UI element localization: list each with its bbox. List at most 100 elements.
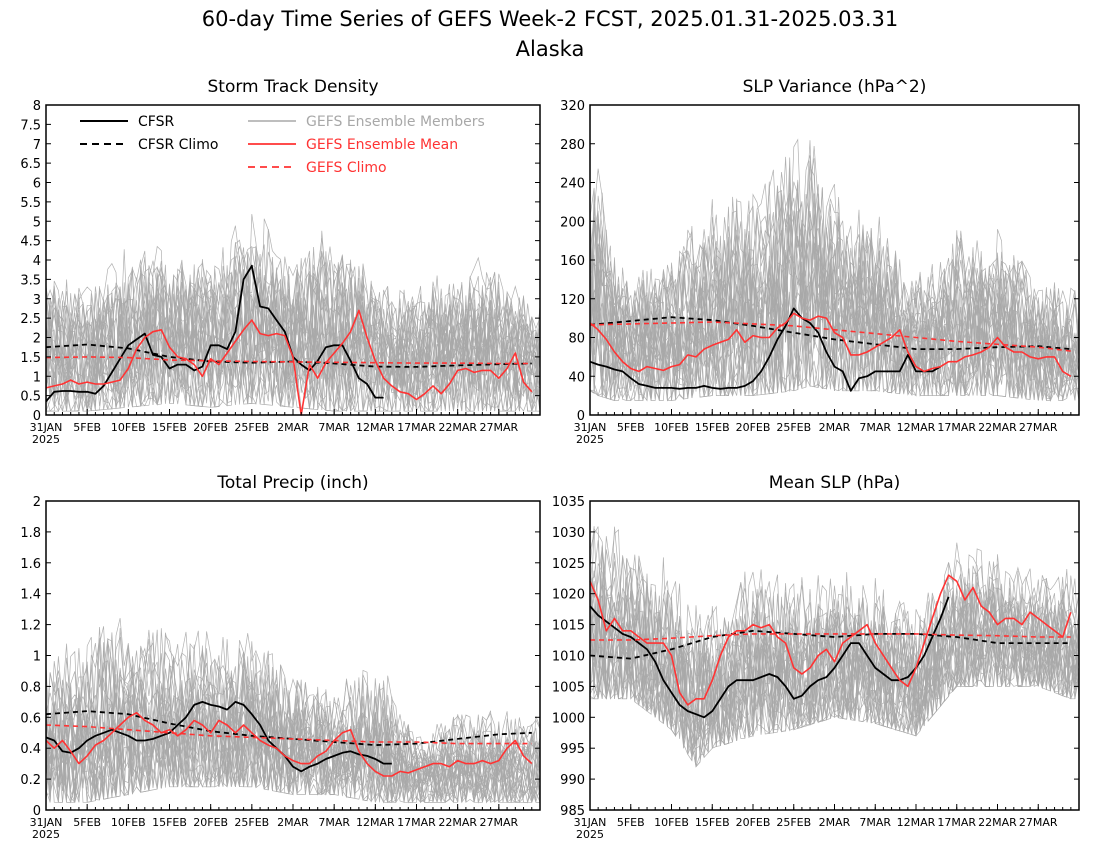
ensemble-member-line: [589, 242, 1080, 402]
y-tick-label: 6.5: [20, 157, 41, 172]
legend-label: CFSR: [138, 114, 174, 130]
ensemble-member-line: [589, 201, 1080, 398]
y-tick-label: 1.8: [20, 526, 41, 541]
series-cfsr: [45, 264, 384, 402]
y-tick-label: 1005: [552, 680, 585, 695]
panel-title: Mean SLP (hPa): [769, 473, 901, 493]
y-tick-label: 1015: [552, 619, 585, 634]
x-tick-label: 31JAN: [30, 816, 63, 829]
series-ens-mean: [589, 574, 1072, 706]
y-tick-label: 3.5: [20, 273, 41, 288]
y-tick-label: 7.5: [20, 118, 41, 133]
x-tick-label: 20FEB: [736, 816, 771, 829]
x-tick-label: 17MAR: [397, 421, 436, 434]
ensemble-member-line: [589, 160, 1080, 360]
x-tick-label: 20FEB: [193, 816, 228, 829]
y-tick-label: 1.2: [20, 619, 41, 634]
ensemble-member-line: [589, 526, 1080, 719]
panel-storm-track-density: Storm Track Density 0 0.5 1 1.5 2 2.5 3 3.5 4 4.5 5…: [20, 77, 541, 446]
y-tick-label: 200: [560, 215, 585, 230]
y-tick-label: 1030: [552, 526, 585, 541]
x-tick-label: 25FEB: [234, 421, 269, 434]
x-tick-label: 25FEB: [776, 816, 811, 829]
x-tick-label: 2MAR: [819, 816, 851, 829]
y-tick-label: 1.6: [20, 557, 41, 572]
ensemble-members: [45, 214, 541, 413]
x-tick-label: 12MAR: [897, 816, 936, 829]
y-tick-label: 995: [560, 742, 585, 757]
legend: CFSR CFSR Climo GEFS Ensemble Members GEFS …: [80, 114, 485, 176]
y-tick-label: 990: [560, 773, 585, 788]
y-tick-label: 240: [560, 177, 585, 192]
ensemble-member-line: [45, 692, 541, 804]
legend-label: CFSR Climo: [138, 137, 218, 153]
ensemble-member-line: [589, 181, 1080, 382]
ensemble-member-line: [45, 636, 541, 782]
legend-label: GEFS Climo: [306, 160, 387, 176]
y-tick-label: 1010: [552, 650, 585, 665]
x-tick-label: 22MAR: [438, 816, 477, 829]
ensemble-member-line: [589, 193, 1080, 379]
x-tick-label: 5FEB: [617, 421, 645, 434]
y-tick-label: 4: [33, 254, 41, 269]
x-tick-label: 27MAR: [480, 421, 519, 434]
y-tick-label: 1: [33, 650, 41, 665]
x-tick-label: 15FEB: [695, 421, 730, 434]
y-tick-label: 1020: [552, 588, 585, 603]
series-ens-mean: [45, 309, 533, 416]
x-tick-label: 7MAR: [318, 816, 350, 829]
x-tick-label: 15FEB: [152, 816, 187, 829]
x-tick-label: 31JAN: [30, 421, 63, 434]
ensemble-member-line: [45, 706, 541, 804]
x-tick-label: 25FEB: [234, 816, 269, 829]
series-ens-mean: [45, 711, 533, 777]
series-cfsr: [589, 596, 950, 719]
x-tick-label: 22MAR: [438, 421, 477, 434]
y-tick-label: 985: [560, 804, 585, 819]
y-tick-label: 4.5: [20, 235, 41, 250]
series-ens-mean: [589, 312, 1072, 377]
panel-title: Total Precip (inch): [216, 473, 368, 493]
y-tick-label: 7: [33, 138, 41, 153]
y-tick-label: 5.5: [20, 196, 41, 211]
y-tick-label: 80: [568, 332, 585, 347]
y-tick-label: 0.5: [20, 390, 41, 405]
y-tick-label: 8: [33, 99, 41, 114]
ensemble-member-line: [45, 257, 541, 405]
x-tick-label: 5FEB: [617, 816, 645, 829]
ensemble-member-line: [45, 626, 541, 782]
panel-total-precip: Total Precip (inch) 0 0.2 0.4 0.6 0.8 1 1.2 1.4 1…: [20, 473, 541, 841]
x-tick-label: 12MAR: [356, 421, 395, 434]
y-tick-label: 0.8: [20, 680, 41, 695]
legend-label: GEFS Ensemble Members: [306, 114, 485, 130]
x-tick-label: 12MAR: [356, 816, 395, 829]
x-tick-label: 31JAN: [574, 816, 607, 829]
series-cfsr-climo: [45, 710, 532, 746]
x-tick-label: 22MAR: [978, 816, 1017, 829]
x-tick-label: 25FEB: [776, 421, 811, 434]
y-tick-label: 2: [33, 495, 41, 510]
y-tick-label: 320: [560, 99, 585, 114]
ensemble-member-line: [45, 269, 541, 399]
y-tick-label: 0: [33, 804, 41, 819]
y-tick-label: 2.5: [20, 312, 41, 327]
x-tick-label: 5FEB: [73, 816, 101, 829]
ensemble-members: [589, 526, 1080, 768]
y-tick-label: 0: [33, 409, 41, 424]
panel-title: SLP Variance (hPa^2): [743, 77, 927, 97]
ensemble-member-line: [45, 676, 541, 803]
series-gefs-climo: [590, 633, 1071, 641]
ensemble-member-line: [589, 157, 1080, 360]
y-tick-label: 2: [33, 332, 41, 347]
x-tick-label: 2MAR: [819, 421, 851, 434]
panel-mean-slp: Mean SLP (hPa) 985 990 995 1000 1005 1010 1015 1…: [552, 473, 1080, 841]
series-cfsr-climo: [45, 343, 532, 368]
ensemble-member-line: [45, 683, 541, 803]
series-cfsr-climo: [589, 629, 1071, 660]
ensemble-member-line: [590, 615, 1080, 759]
x-year-label: 2025: [576, 433, 604, 446]
x-tick-label: 17MAR: [937, 421, 976, 434]
x-year-label: 2025: [32, 828, 60, 841]
ensemble-member-line: [589, 219, 1080, 401]
